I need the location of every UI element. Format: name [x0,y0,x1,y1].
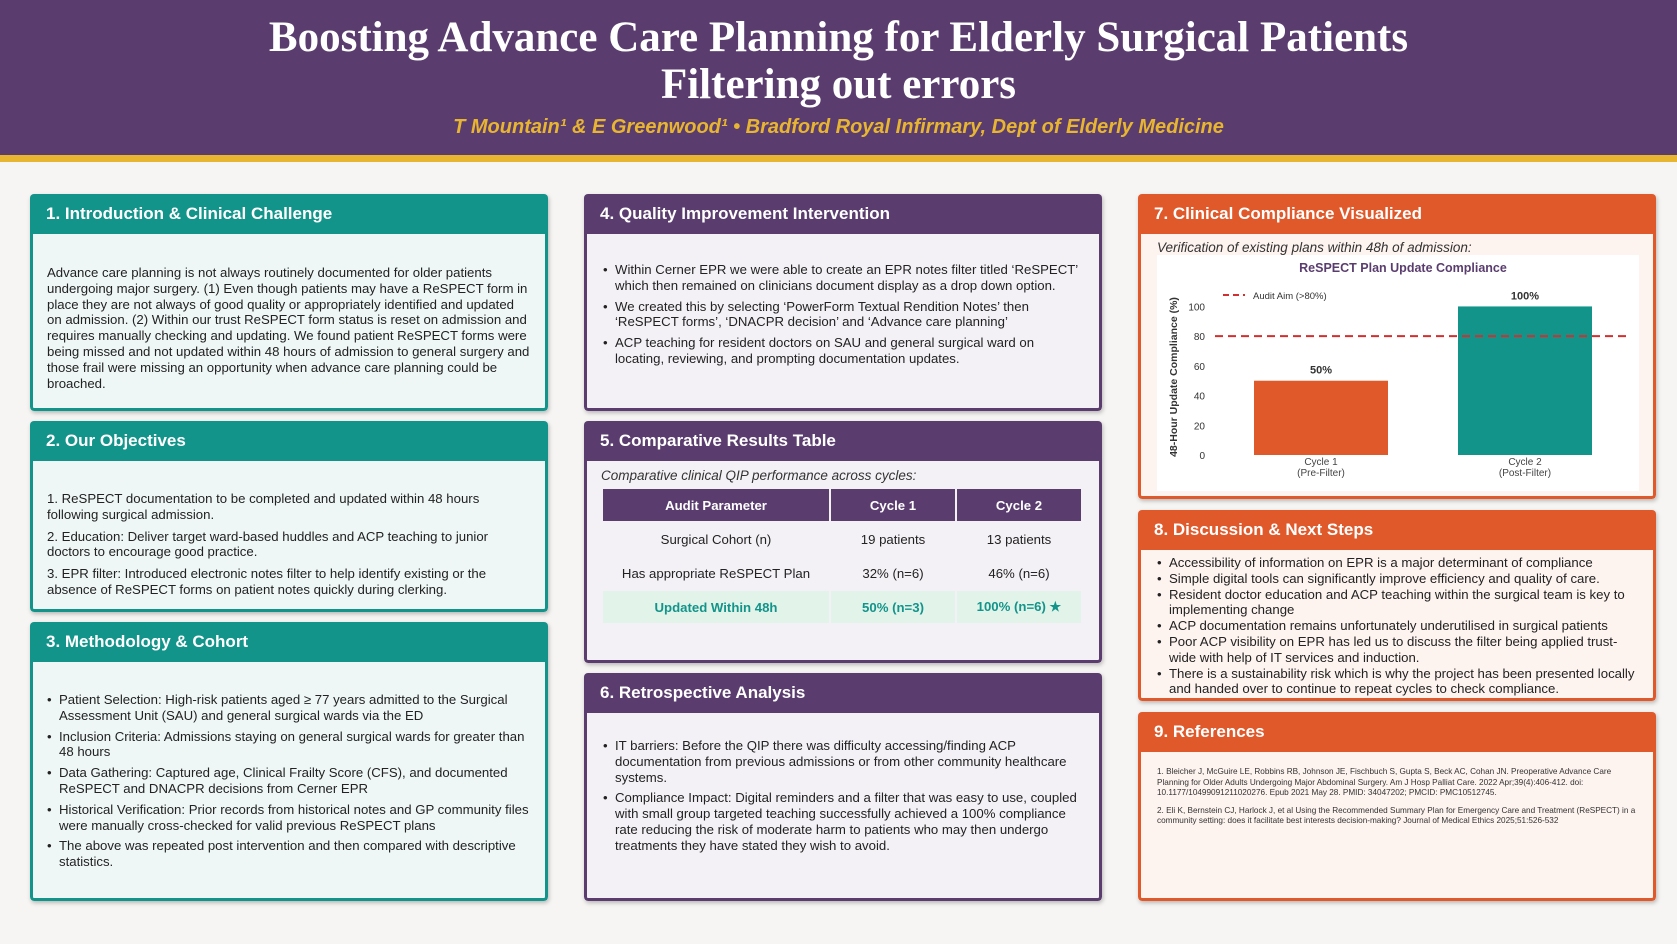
intervention-panel: 4. Quality Improvement Intervention With… [584,194,1102,411]
methodology-item: Data Gathering: Captured age, Clinical F… [47,765,531,797]
results-title: 5. Comparative Results Table [584,421,1102,461]
methodology-item: Patient Selection: High-risk patients ag… [47,692,531,724]
table-cell: 32% (n=6) [831,557,955,589]
table-cell: 46% (n=6) [957,557,1081,589]
objectives-body: 1. ReSPECT documentation to be completed… [30,461,548,612]
retrospective-title: 6. Retrospective Analysis [584,673,1102,713]
results-table: Audit Parameter Cycle 1 Cycle 2 Surgical… [601,487,1083,625]
intro-title: 1. Introduction & Clinical Challenge [30,194,548,234]
table-row: Surgical Cohort (n) 19 patients 13 patie… [603,523,1081,555]
objectives-title: 2. Our Objectives [30,421,548,461]
table-row: Has appropriate ReSPECT Plan 32% (n=6) 4… [603,557,1081,589]
poster-header: Boosting Advance Care Planning for Elder… [0,0,1677,162]
compliance-panel: 7. Clinical Compliance Visualized Verifi… [1138,194,1656,499]
results-panel: 5. Comparative Results Table Comparative… [584,421,1102,663]
poster-title: Boosting Advance Care Planning for Elder… [0,0,1677,108]
intervention-body: Within Cerner EPR we were able to create… [584,234,1102,411]
table-cell: Surgical Cohort (n) [603,523,829,555]
bar-1 [1254,380,1388,455]
y-tick-label: 60 [1194,362,1206,373]
compliance-title: 7. Clinical Compliance Visualized [1138,194,1656,234]
intervention-item: Within Cerner EPR we were able to create… [603,262,1085,294]
objective-item: 2. Education: Deliver target ward-based … [47,528,489,560]
table-cell: 100% (n=6) ★ [957,591,1081,623]
discussion-panel: 8. Discussion & Next Steps Accessibility… [1138,510,1656,701]
references-title: 9. References [1138,712,1656,752]
results-caption: Comparative clinical QIP performance acr… [601,468,917,483]
discussion-title: 8. Discussion & Next Steps [1138,510,1656,550]
title-line-1: Boosting Advance Care Planning for Elder… [268,14,1409,61]
bar-2 [1458,306,1592,455]
table-header-row: Audit Parameter Cycle 1 Cycle 2 [603,489,1081,521]
y-tick-label: 20 [1194,421,1206,432]
x-tick-label: Cycle 2 (Post-Filter) [1499,457,1551,479]
references-panel: 9. References 1. Bleicher J, McGuire LE,… [1138,712,1656,901]
methodology-title: 3. Methodology & Cohort [30,622,548,662]
discussion-item: Simple digital tools can significantly i… [1157,571,1639,587]
intervention-item: We created this by selecting ‘PowerForm … [603,299,1085,331]
objectives-panel: 2. Our Objectives 1. ReSPECT documentati… [30,421,548,612]
table-cell: 13 patients [957,523,1081,555]
objective-item: 3. EPR filter: Introduced electronic not… [47,566,487,597]
y-tick-label: 40 [1194,392,1206,403]
intro-body: Advance care planning is not always rout… [47,265,530,391]
results-body: Comparative clinical QIP performance acr… [584,461,1102,663]
table-header: Audit Parameter [603,489,829,521]
reference-item: 1. Bleicher J, McGuire LE, Robbins RB, J… [1157,767,1612,797]
compliance-caption: Verification of existing plans within 48… [1157,240,1472,255]
discussion-item: Poor ACP visibility on EPR has led us to… [1157,634,1639,666]
chart-title: ReSPECT Plan Update Compliance [1299,261,1507,275]
y-tick-label: 80 [1194,332,1206,343]
methodology-item: The above was repeated post intervention… [47,838,531,870]
compliance-body: Verification of existing plans within 48… [1138,234,1656,499]
references-body: 1. Bleicher J, McGuire LE, Robbins RB, J… [1138,752,1656,901]
objective-item: 1. ReSPECT documentation to be completed… [47,491,480,522]
intro-panel: 1. Introduction & Clinical Challenge Adv… [30,194,548,411]
intervention-item: ACP teaching for resident doctors on SAU… [603,335,1085,367]
intervention-title: 4. Quality Improvement Intervention [584,194,1102,234]
table-row-highlight: Updated Within 48h 50% (n=3) 100% (n=6) … [603,591,1081,623]
bar-data-label: 50% [1310,365,1332,377]
authors-affiliation: T Mountain¹ & E Greenwood¹ • Bradford Ro… [453,116,1224,138]
legend-label: Audit Aim (>80%) [1253,291,1327,302]
table-cell: Updated Within 48h [603,591,829,623]
discussion-item: Resident doctor education and ACP teachi… [1157,587,1639,619]
intro-body-box: Advance care planning is not always rout… [30,234,548,411]
retrospective-item: Compliance Impact: Digital reminders and… [603,790,1085,853]
methodology-item: Historical Verification: Prior records f… [47,802,531,834]
discussion-item: There is a sustainability risk which is … [1157,666,1639,698]
table-cell: Has appropriate ReSPECT Plan [603,557,829,589]
retrospective-item: IT barriers: Before the QIP there was di… [603,738,1085,785]
retrospective-panel: 6. Retrospective Analysis IT barriers: B… [584,673,1102,901]
discussion-item: Accessibility of information on EPR is a… [1157,555,1639,571]
reference-item: 2. Eli K, Bernstein CJ, Harlock J, et al… [1157,805,1636,826]
x-tick-label: Cycle 1 (Pre-Filter) [1297,457,1345,479]
discussion-item: ACP documentation remains unfortunately … [1157,618,1639,634]
table-header: Cycle 1 [831,489,955,521]
compliance-chart: ReSPECT Plan Update Compliance 48-Hour Up… [1157,255,1639,491]
y-tick-label: 0 [1199,451,1205,462]
y-tick-label: 100 [1188,302,1205,313]
title-line-2: Filtering out errors [660,61,1017,108]
retrospective-body: IT barriers: Before the QIP there was di… [584,713,1102,901]
table-cell: 50% (n=3) [831,591,955,623]
table-cell: 19 patients [831,523,955,555]
table-header: Cycle 2 [957,489,1081,521]
bar-data-label: 100% [1511,290,1539,302]
methodology-body: Patient Selection: High-risk patients ag… [30,662,548,901]
methodology-item: Inclusion Criteria: Admissions staying o… [47,729,531,761]
y-axis-label: 48-Hour Update Compliance (%) [1168,297,1180,457]
methodology-panel: 3. Methodology & Cohort Patient Selectio… [30,622,548,901]
discussion-body: Accessibility of information on EPR is a… [1138,550,1656,701]
